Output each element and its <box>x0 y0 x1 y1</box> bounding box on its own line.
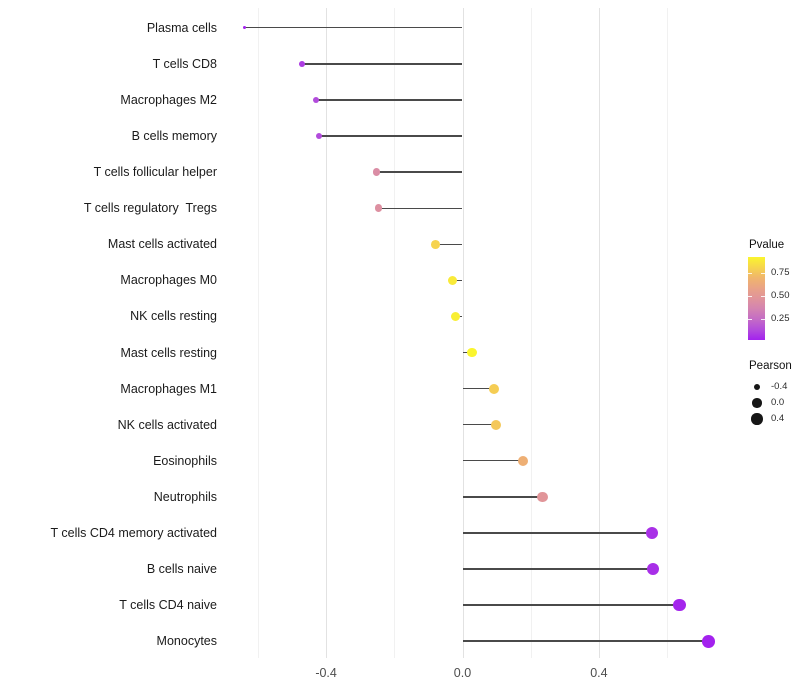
lollipop-dot <box>374 204 383 213</box>
lollipop-stem <box>462 532 652 534</box>
colorbar-tick <box>761 272 765 274</box>
category-label: T cells regulatory Tregs <box>83 201 217 216</box>
category-label: NK cells resting <box>130 309 217 324</box>
lollipop-dot <box>673 598 686 612</box>
gridline-major <box>326 8 328 658</box>
lollipop-dot <box>537 491 548 503</box>
category-label: Neutrophils <box>153 489 217 504</box>
gridline-minor <box>257 8 259 658</box>
lollipop-dot <box>316 132 323 140</box>
lollipop-dot <box>299 60 306 67</box>
category-label: Monocytes <box>156 634 217 649</box>
pearson-size-dot <box>752 398 762 408</box>
pearson-size-label: 0.0 <box>771 397 785 408</box>
category-label: Mast cells resting <box>120 345 217 360</box>
lollipop-stem <box>315 99 463 101</box>
lollipop-dot <box>431 239 441 249</box>
lollipop-dot <box>312 96 319 104</box>
lollipop-dot <box>488 383 499 394</box>
lollipop-stem <box>462 387 494 390</box>
pearson-size-dot <box>753 383 761 391</box>
lollipop-dot <box>448 275 458 285</box>
lollipop-dot <box>372 168 381 176</box>
lollipop-stem <box>319 135 463 137</box>
lollipop-stem <box>462 351 473 354</box>
lollipop-dot <box>645 526 658 539</box>
lollipop-stem <box>462 423 496 426</box>
lollipop-stem <box>462 640 709 642</box>
lollipop-dot <box>242 26 246 30</box>
lollipop-dot <box>646 562 659 576</box>
pvalue-colorbar <box>748 257 765 340</box>
colorbar-tick-label: 0.75 <box>771 266 790 278</box>
x-tick-label: 0.4 <box>590 666 608 680</box>
category-label: T cells CD4 memory activated <box>50 525 218 540</box>
gridline-major <box>598 8 600 658</box>
lollipop-stem <box>378 207 463 209</box>
pearson-size-label: 0.4 <box>771 413 785 424</box>
lollipop-dot <box>490 419 501 430</box>
colorbar-tick-label: 0.25 <box>771 312 790 324</box>
lollipop-stem <box>376 171 463 173</box>
lollipop-stem <box>302 63 463 65</box>
pearson-size-label: -0.4 <box>771 381 788 392</box>
category-label: B cells naive <box>146 562 217 576</box>
lollipop-stem <box>244 27 463 29</box>
lollipop-stem <box>452 279 463 282</box>
gridline-minor <box>530 8 532 658</box>
lollipop-stem <box>435 243 463 245</box>
x-tick-label: 0.0 <box>453 666 472 680</box>
colorbar-tick <box>761 295 765 297</box>
category-label: Macrophages M0 <box>120 273 217 288</box>
colorbar-tick <box>748 272 752 274</box>
x-tick-label: -0.4 <box>315 666 337 680</box>
lollipop-dot <box>517 455 528 466</box>
lollipop-stem <box>462 460 523 462</box>
lollipop-stem <box>462 496 543 498</box>
pearson-size-dot <box>751 413 763 425</box>
category-label: Mast cells activated <box>107 237 217 252</box>
lollipop-dot <box>702 634 716 648</box>
colorbar-tick <box>748 295 752 297</box>
category-label: B cells memory <box>131 129 217 144</box>
pearson-legend-title: Pearson <box>749 360 792 372</box>
gridline-major <box>462 8 464 658</box>
category-label: Plasma cells <box>146 20 217 35</box>
category-label: Macrophages M2 <box>120 92 217 107</box>
gridline-minor <box>667 8 669 658</box>
lollipop-dot <box>467 347 477 358</box>
category-label: Eosinophils <box>153 453 217 468</box>
colorbar-tick-label: 0.50 <box>771 289 790 301</box>
category-label: T cells follicular helper <box>93 165 217 180</box>
colorbar-tick <box>748 318 752 320</box>
lollipop-dot <box>450 311 460 322</box>
colorbar-tick <box>761 318 765 320</box>
lollipop-stem <box>462 568 653 570</box>
gridline-minor <box>394 8 396 658</box>
category-label: T cells CD4 naive <box>119 598 217 613</box>
category-label: NK cells activated <box>117 417 217 432</box>
category-label: Macrophages M1 <box>120 381 217 396</box>
lollipop-stem <box>462 604 680 606</box>
pvalue-legend-title: Pvalue <box>749 239 785 251</box>
category-label: T cells CD8 <box>152 56 217 71</box>
